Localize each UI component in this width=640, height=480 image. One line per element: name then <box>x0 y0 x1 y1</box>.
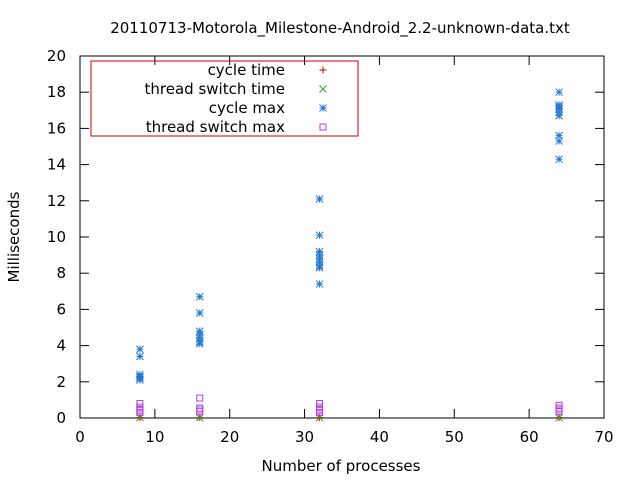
y-tick-label: 16 <box>47 119 66 137</box>
x-tick-label: 10 <box>145 428 164 446</box>
legend-label: thread switch max <box>146 118 285 136</box>
data-point <box>196 394 204 402</box>
legend-marker <box>319 66 327 74</box>
axis-ticks: 0 10 20 30 40 50 60 70 0 2 4 6 8 10 12 14 16 18 20 <box>47 47 614 446</box>
legend-label: cycle time <box>208 61 285 79</box>
legend-label: thread switch time <box>145 80 285 98</box>
data-point <box>555 406 563 414</box>
legend-box <box>90 60 359 137</box>
series-cycle-max <box>136 88 563 384</box>
y-tick-label: 18 <box>47 83 66 101</box>
legend-item: cycle max <box>209 99 327 117</box>
plot-frame <box>79 55 605 419</box>
data-point <box>315 195 324 203</box>
series-thread-switch-max <box>136 394 563 417</box>
y-tick-label: 6 <box>56 300 66 318</box>
y-tick-label: 0 <box>56 409 66 427</box>
x-axis-label: Number of processes <box>262 457 421 475</box>
data-point <box>195 334 204 343</box>
y-tick-label: 14 <box>47 156 66 174</box>
data-point <box>195 309 204 317</box>
y-tick-label: 12 <box>47 192 66 210</box>
y-tick-label: 4 <box>56 337 66 355</box>
legend-label: cycle max <box>209 99 285 117</box>
y-tick-label: 20 <box>47 47 66 65</box>
x-tick-label: 50 <box>445 428 464 446</box>
x-tick-label: 0 <box>75 428 85 446</box>
data-point <box>316 400 324 408</box>
data-point <box>315 254 324 263</box>
data-point <box>196 406 204 414</box>
x-tick-label: 30 <box>295 428 314 446</box>
legend-marker <box>319 104 327 112</box>
data-point <box>136 400 144 408</box>
data-point <box>136 407 144 415</box>
data-point <box>195 413 204 422</box>
data-markers <box>136 88 563 422</box>
legend-item: cycle time <box>208 61 327 79</box>
data-point <box>195 292 204 301</box>
legend-marker <box>319 123 327 131</box>
data-point <box>196 404 204 412</box>
legend-marker <box>319 85 327 93</box>
data-point <box>136 345 144 354</box>
y-tick-label: 8 <box>56 264 66 282</box>
data-point <box>196 408 204 416</box>
legend-item: thread switch time <box>145 80 327 98</box>
data-point <box>315 280 324 288</box>
data-point <box>315 263 324 272</box>
data-point <box>136 409 144 417</box>
data-point <box>316 407 324 415</box>
data-point <box>315 258 324 267</box>
y-tick-label: 2 <box>56 373 66 391</box>
data-point <box>555 408 563 416</box>
x-tick-label: 40 <box>370 428 389 446</box>
data-point <box>195 327 204 335</box>
data-point <box>555 155 563 164</box>
plot-border <box>79 55 605 419</box>
data-point <box>555 137 563 145</box>
chart-title: 20110713-Motorola_Milestone-Android_2.2-… <box>110 19 570 38</box>
x-tick-label: 20 <box>220 428 239 446</box>
data-point <box>136 352 144 361</box>
data-point <box>555 413 563 422</box>
data-point <box>555 88 563 97</box>
data-point <box>136 376 144 384</box>
y-axis-label: Milliseconds <box>5 191 23 282</box>
x-tick-label: 60 <box>520 428 539 446</box>
data-point <box>315 231 324 240</box>
data-point <box>555 111 563 120</box>
y-tick-label: 10 <box>47 228 66 246</box>
data-point <box>316 409 324 417</box>
data-point <box>195 339 204 348</box>
x-tick-label: 70 <box>594 428 613 446</box>
legend-item: thread switch max <box>146 118 327 136</box>
